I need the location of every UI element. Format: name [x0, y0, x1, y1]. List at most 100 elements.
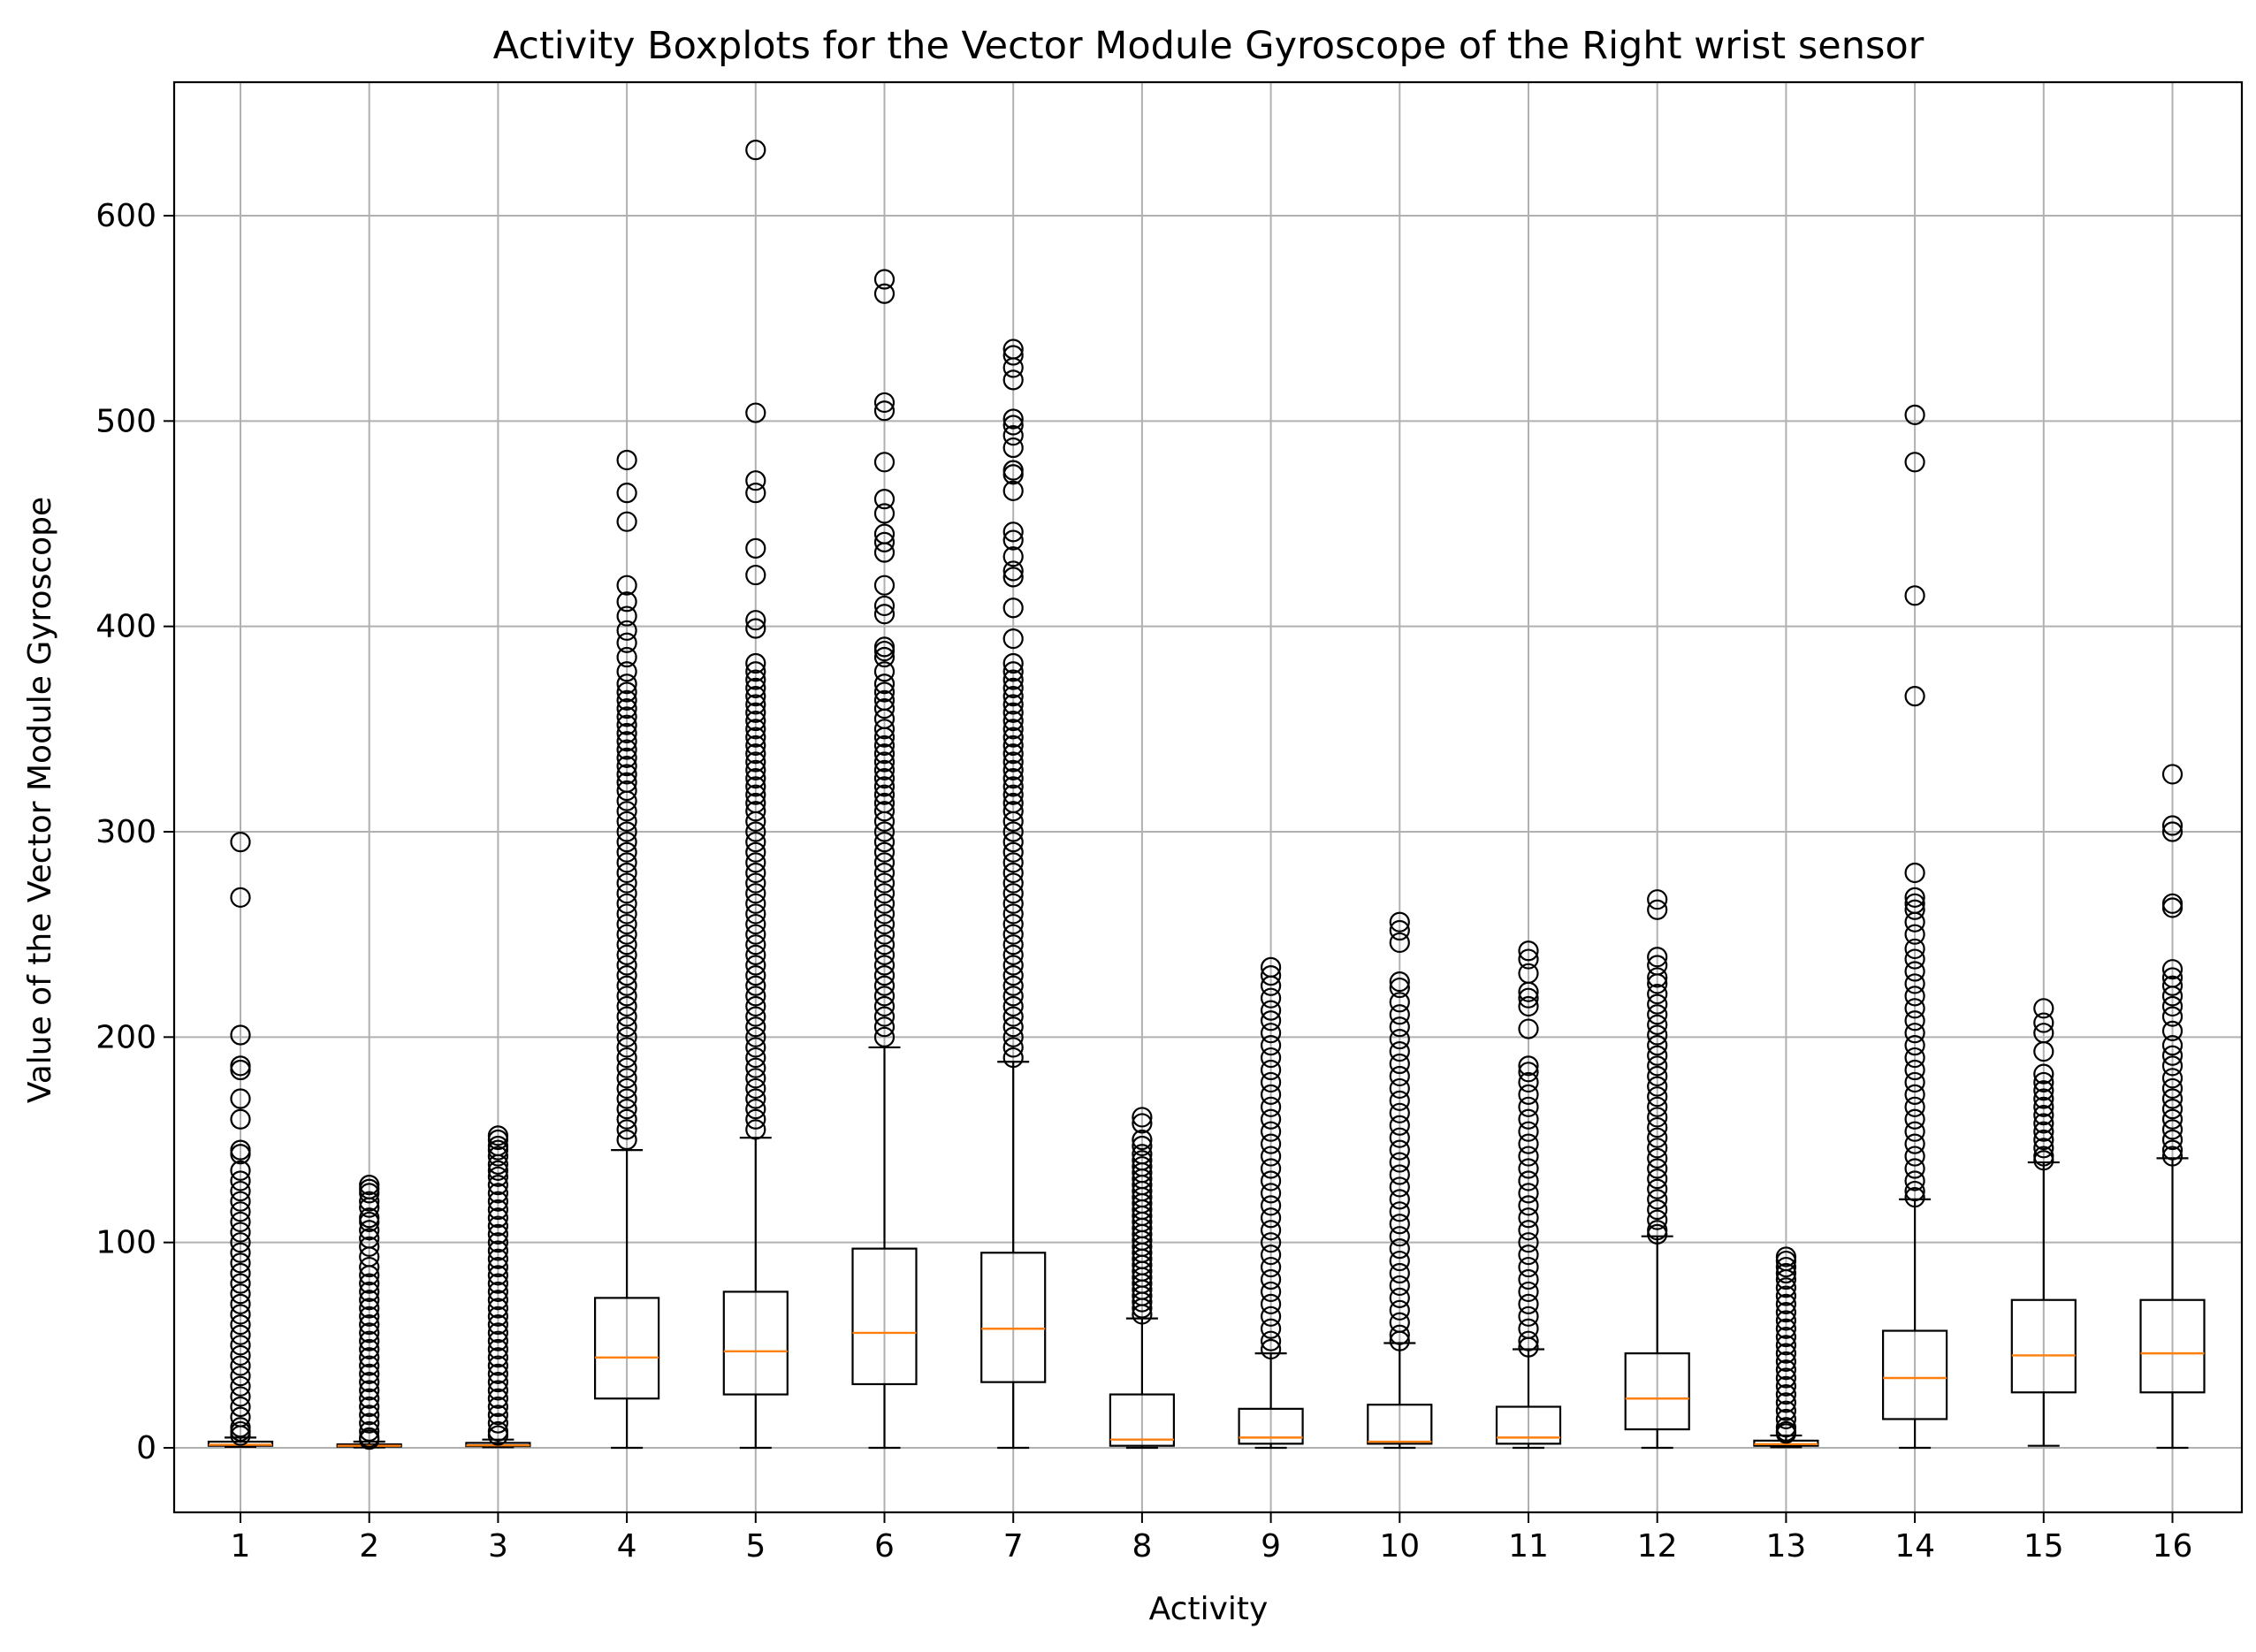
outlier-point: [230, 1059, 251, 1081]
outlier-point: [1260, 1293, 1282, 1314]
outlier-point: [1132, 1107, 1153, 1128]
outlier-point: [1904, 1096, 1925, 1117]
outlier-point: [745, 661, 766, 682]
outlier-point: [873, 269, 896, 290]
outlier-point: [2161, 1129, 2184, 1151]
outlier-point: [616, 852, 637, 873]
outlier-point: [487, 1306, 509, 1327]
outlier-point: [745, 402, 766, 423]
outlier-point: [1904, 1186, 1925, 1208]
outlier-point: [1647, 983, 1668, 1005]
outlier-point: [873, 995, 896, 1017]
outlier-point: [359, 1412, 380, 1434]
outlier-point: [2033, 1129, 2054, 1151]
outlier-point: [1260, 965, 1282, 986]
outlier-point: [1904, 973, 1925, 994]
outlier-point: [1002, 862, 1024, 884]
outlier-point: [1002, 995, 1024, 1017]
outlier-point: [359, 1396, 380, 1418]
outlier-point: [2033, 1088, 2054, 1109]
outlier-point: [1002, 677, 1024, 698]
outlier-point: [1904, 1158, 1925, 1179]
outlier-point: [1002, 975, 1024, 996]
outlier-point: [873, 893, 896, 914]
outlier-point: [1647, 889, 1668, 910]
outlier-point: [873, 392, 896, 414]
outlier-point: [745, 735, 766, 757]
outlier-point: [359, 1290, 380, 1311]
x-axis-label: Activity: [1149, 1591, 1269, 1627]
outlier-point: [873, 986, 896, 1007]
outlier-point: [1002, 801, 1024, 822]
outlier-point: [745, 710, 766, 732]
outlier-point: [487, 1298, 509, 1319]
outlier-point: [745, 1037, 766, 1058]
outlier-point: [487, 1223, 509, 1245]
box-activity-11: [1495, 940, 1562, 1450]
outlier-point: [873, 862, 896, 884]
outlier-point: [873, 542, 896, 563]
outlier-point: [1389, 1189, 1410, 1210]
outlier-point: [1260, 1183, 1282, 1204]
outlier-point: [616, 620, 637, 641]
outlier-point: [616, 511, 637, 532]
outlier-point: [1002, 913, 1024, 935]
outlier-point: [1904, 998, 1925, 1019]
outlier-point: [1002, 821, 1024, 842]
outlier-point: [359, 1363, 380, 1384]
outlier-point: [1647, 1147, 1668, 1169]
outlier-point: [230, 832, 251, 853]
outlier-point: [1647, 1158, 1668, 1179]
box-activity-9: [1238, 956, 1304, 1450]
outlier-point: [487, 1153, 509, 1175]
outlier-point: [1647, 1045, 1668, 1066]
outlier-point: [1647, 1169, 1668, 1190]
outlier-point: [1389, 1029, 1410, 1050]
outlier-point: [1132, 1291, 1153, 1313]
outlier-point: [1389, 1053, 1410, 1075]
iqr-box: [980, 1252, 1047, 1383]
outlier-point: [1647, 1223, 1668, 1245]
outlier-point: [2033, 1113, 2054, 1134]
outlier-point: [1904, 961, 1925, 982]
x-tick-label: 11: [1508, 1528, 1549, 1564]
outlier-point: [616, 913, 637, 935]
outlier-point: [230, 1242, 251, 1263]
outlier-point: [745, 743, 766, 765]
chart-title: Activity Boxplots for the Vector Module …: [493, 24, 1924, 68]
outlier-point: [230, 1201, 251, 1222]
outlier-point: [487, 1412, 509, 1434]
outlier-point: [1647, 1024, 1668, 1046]
outlier-point: [873, 975, 896, 996]
y-axis-label: Value of the Vector Module Gyroscope: [22, 497, 58, 1103]
outlier-point: [616, 1006, 637, 1027]
outlier-point: [1518, 1336, 1539, 1358]
outlier-point: [1647, 1055, 1668, 1077]
x-tick-label: 7: [1003, 1528, 1024, 1564]
outlier-point: [873, 841, 896, 863]
outlier-point: [873, 575, 896, 596]
outlier-point: [2033, 1138, 2054, 1159]
outlier-point: [1389, 911, 1410, 933]
x-tick-label: 8: [1132, 1528, 1152, 1564]
outlier-point: [1002, 546, 1024, 567]
outlier-point: [616, 903, 637, 925]
outlier-point: [616, 883, 637, 904]
outlier-point: [487, 1405, 509, 1426]
outlier-point: [616, 924, 637, 945]
outlier-point: [359, 1347, 380, 1368]
outlier-point: [487, 1191, 509, 1212]
outlier-point: [745, 893, 766, 914]
outlier-point: [745, 784, 766, 805]
outlier-point: [745, 934, 766, 955]
outlier-point: [2161, 1055, 2184, 1077]
outlier-point: [230, 1180, 251, 1202]
outlier-point: [1002, 934, 1024, 955]
outlier-point: [1518, 1245, 1539, 1266]
outlier-point: [1518, 1183, 1539, 1204]
outlier-point: [230, 1396, 251, 1418]
outlier-point: [1002, 1006, 1024, 1027]
outlier-point: [230, 1313, 251, 1336]
outlier-point: [230, 1283, 251, 1305]
y-tick-label: 300: [95, 814, 156, 850]
